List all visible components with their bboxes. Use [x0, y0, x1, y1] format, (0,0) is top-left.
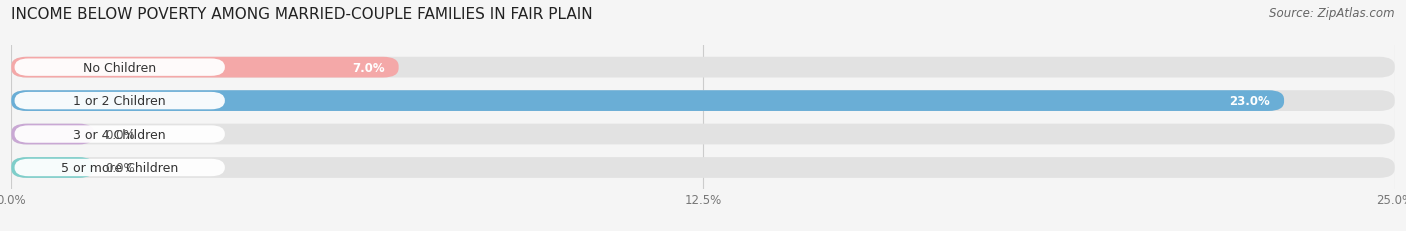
Text: 7.0%: 7.0% [352, 61, 385, 74]
Text: 0.0%: 0.0% [105, 128, 135, 141]
FancyBboxPatch shape [14, 159, 225, 176]
Text: 23.0%: 23.0% [1229, 95, 1270, 108]
FancyBboxPatch shape [11, 158, 94, 178]
Text: 0.0%: 0.0% [105, 161, 135, 174]
Text: 5 or more Children: 5 or more Children [60, 161, 179, 174]
FancyBboxPatch shape [11, 58, 399, 78]
Text: INCOME BELOW POVERTY AMONG MARRIED-COUPLE FAMILIES IN FAIR PLAIN: INCOME BELOW POVERTY AMONG MARRIED-COUPL… [11, 7, 593, 22]
Text: 3 or 4 Children: 3 or 4 Children [73, 128, 166, 141]
FancyBboxPatch shape [11, 124, 94, 145]
FancyBboxPatch shape [11, 58, 1395, 78]
Text: No Children: No Children [83, 61, 156, 74]
FancyBboxPatch shape [14, 92, 225, 110]
Text: 1 or 2 Children: 1 or 2 Children [73, 95, 166, 108]
FancyBboxPatch shape [11, 91, 1395, 112]
FancyBboxPatch shape [14, 126, 225, 143]
FancyBboxPatch shape [11, 124, 1395, 145]
FancyBboxPatch shape [11, 91, 1284, 112]
FancyBboxPatch shape [14, 59, 225, 76]
Text: Source: ZipAtlas.com: Source: ZipAtlas.com [1270, 7, 1395, 20]
FancyBboxPatch shape [11, 158, 1395, 178]
